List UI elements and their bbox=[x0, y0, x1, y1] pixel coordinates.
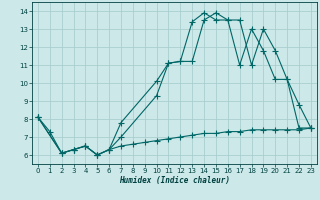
X-axis label: Humidex (Indice chaleur): Humidex (Indice chaleur) bbox=[119, 176, 230, 185]
